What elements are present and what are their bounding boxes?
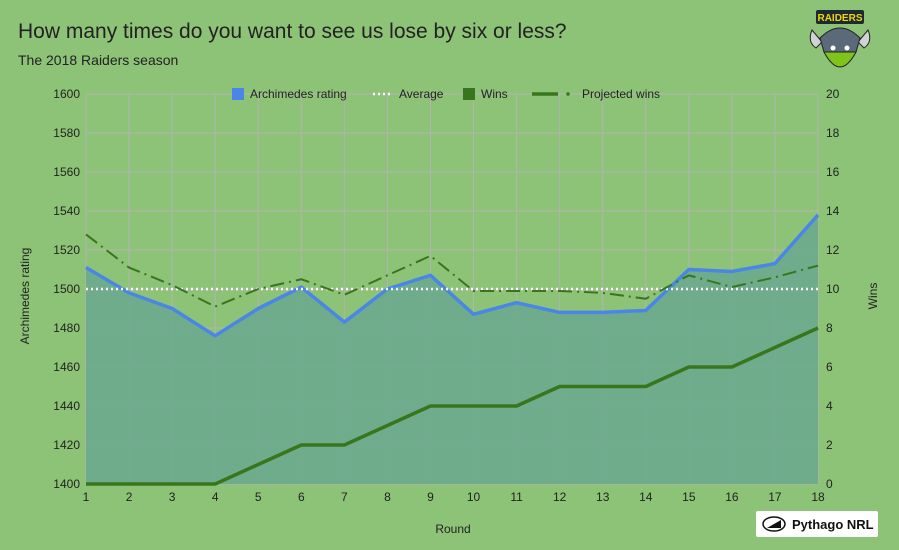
y-tick-label: 1540	[53, 204, 80, 218]
x-tick-label: 4	[212, 490, 219, 504]
legend-swatch	[463, 88, 475, 100]
y-tick-label: 1440	[53, 399, 80, 413]
x-tick-label: 17	[768, 490, 782, 504]
y-tick-label: 1500	[53, 282, 80, 296]
x-tick-label: 11	[510, 490, 523, 504]
x-tick-label: 5	[255, 490, 262, 504]
legend-swatch-dot	[566, 92, 570, 96]
y2-tick-label: 0	[826, 477, 833, 491]
x-tick-label: 1	[83, 490, 90, 504]
logo-text: RAIDERS	[817, 13, 862, 24]
legend: Archimedes rating Average Wins Projected wi…	[232, 87, 660, 101]
y2-tick-label: 14	[826, 204, 840, 218]
rating-area	[86, 214, 818, 484]
series-line-projected-wins	[85, 233, 819, 308]
x-tick-label: 3	[169, 490, 176, 504]
y2-tick-label: 4	[826, 399, 833, 413]
x-tick-label: 13	[596, 490, 610, 504]
x-tick-label: 18	[811, 490, 825, 504]
y2-tick-label: 6	[826, 360, 833, 374]
y-tick-label: 1460	[53, 360, 80, 374]
legend-label: Wins	[481, 87, 508, 101]
y2-axis-label: Wins	[866, 283, 880, 310]
x-tick-label: 9	[427, 490, 434, 504]
y-tick-label: 1600	[53, 87, 80, 101]
y2-tick-label: 18	[826, 126, 840, 140]
area-layer	[86, 214, 818, 484]
y-tick-label: 1520	[53, 243, 80, 257]
y-tick-label: 1420	[53, 438, 80, 452]
axes: 1400142014401460148015001520154015601580…	[53, 87, 839, 504]
logo-banner	[816, 10, 864, 24]
x-tick-label: 2	[126, 490, 133, 504]
brand-text: Pythago NRL	[792, 516, 874, 532]
helmet	[819, 27, 861, 53]
x-tick-label: 14	[639, 490, 653, 504]
helmet-horn-left	[809, 29, 823, 49]
beard	[823, 51, 857, 68]
eye-right	[844, 45, 850, 51]
legend-label: Projected wins	[582, 87, 660, 101]
raiders-logo: RAIDERS	[809, 10, 871, 68]
y-tick-label: 1400	[53, 477, 80, 491]
y2-tick-label: 16	[826, 165, 840, 179]
y-tick-label: 1580	[53, 126, 80, 140]
y2-tick-label: 8	[826, 321, 833, 335]
series-line-wins	[86, 326, 819, 486]
x-tick-label: 7	[341, 490, 348, 504]
x-tick-label: 8	[384, 490, 391, 504]
pythago-nrl-badge: Pythago NRL	[756, 511, 878, 537]
legend-swatch	[232, 88, 244, 100]
series-line-archimedes-rating	[85, 213, 820, 338]
x-tick-label: 10	[467, 490, 481, 504]
legend-label: Archimedes rating	[250, 87, 347, 101]
helmet-horn-right	[857, 29, 871, 49]
chart-title: How many times do you want to see us los…	[18, 20, 567, 43]
x-tick-label: 16	[725, 490, 739, 504]
y-tick-label: 1480	[53, 321, 80, 335]
x-axis-label: Round	[435, 522, 470, 536]
pythago-logo-icon	[762, 516, 786, 532]
x-tick-label: 12	[553, 490, 567, 504]
y2-tick-label: 10	[826, 282, 840, 296]
x-tick-label: 15	[682, 490, 696, 504]
chart-subtitle: The 2018 Raiders season	[18, 52, 179, 68]
y2-tick-label: 12	[826, 243, 840, 257]
series-layer	[85, 213, 820, 486]
x-tick-label: 6	[298, 490, 305, 504]
y-tick-label: 1560	[53, 165, 80, 179]
y-axis-label: Archimedes rating	[18, 248, 32, 345]
legend-label: Average	[399, 87, 444, 101]
y2-tick-label: 20	[826, 87, 840, 101]
y2-tick-label: 2	[826, 438, 833, 452]
eye-left	[830, 45, 836, 51]
